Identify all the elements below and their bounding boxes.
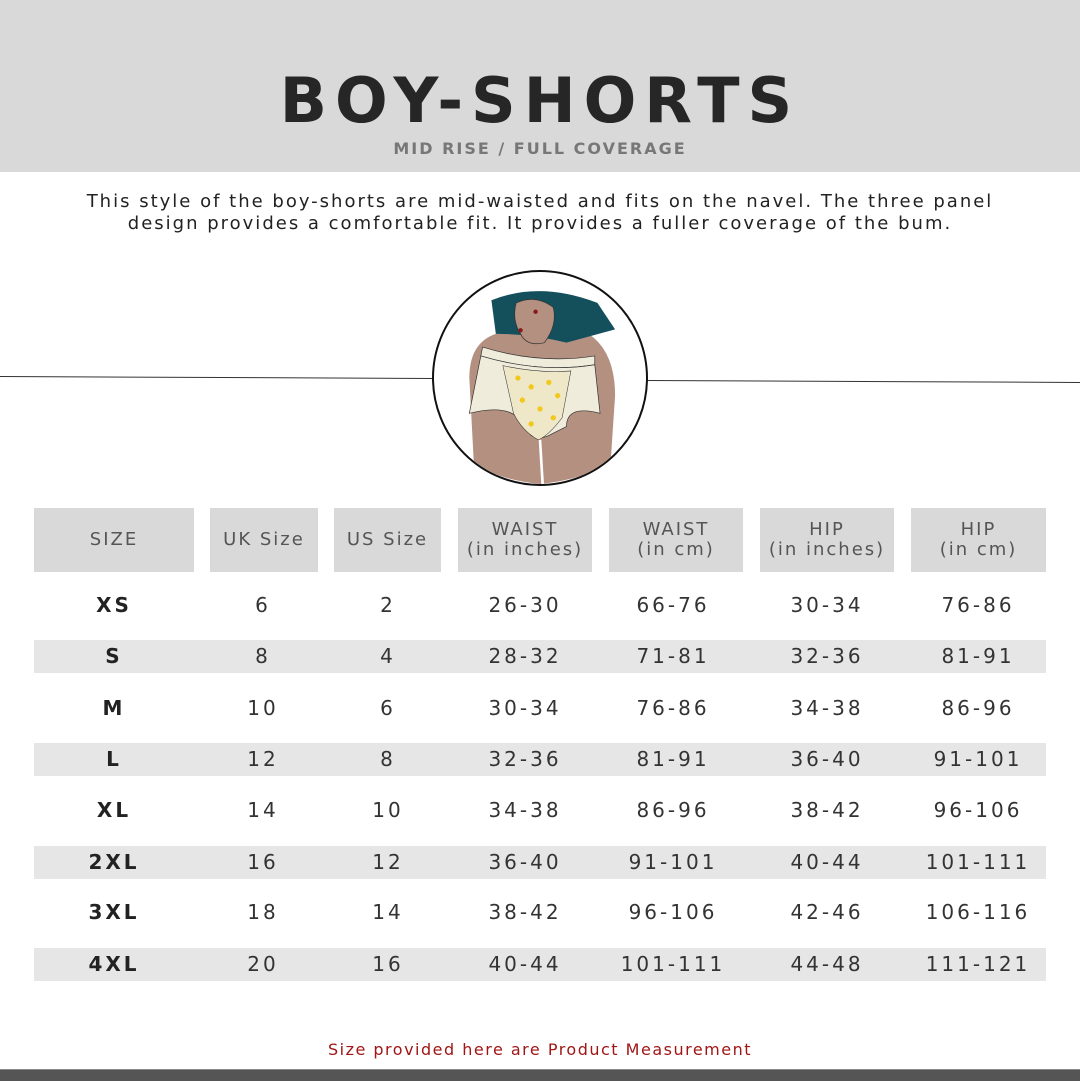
- table-cell: 10: [247, 696, 279, 720]
- row-stripe: [34, 640, 1046, 673]
- table-cell: 4: [380, 644, 396, 668]
- divider-right: [645, 380, 1080, 383]
- header-banner: BOY-SHORTS MID RISE / FULL COVERAGE: [0, 0, 1080, 172]
- row-stripe: [34, 948, 1046, 981]
- row-stripe: [34, 846, 1046, 879]
- table-cell: 14: [372, 900, 404, 924]
- table-cell: 8: [380, 747, 396, 771]
- column-header: US Size: [334, 508, 441, 572]
- column-header: WAIST (in cm): [609, 508, 743, 572]
- measurement-note: Size provided here are Product Measureme…: [327, 1040, 753, 1059]
- table-cell: 36-40: [790, 747, 864, 771]
- table-cell: 76-86: [941, 593, 1015, 617]
- table-cell: 38-42: [488, 900, 562, 924]
- table-cell: 26-30: [488, 593, 562, 617]
- table-cell: 16: [247, 850, 279, 874]
- table-cell: 86-96: [636, 798, 710, 822]
- table-cell: 8: [255, 644, 271, 668]
- table-cell: 20: [247, 952, 279, 976]
- footer-bar: [0, 1069, 1080, 1081]
- table-cell: 18: [247, 900, 279, 924]
- table-cell: 40-44: [488, 952, 562, 976]
- column-header: SIZE: [34, 508, 194, 572]
- table-cell: 16: [372, 952, 404, 976]
- table-cell: 81-91: [636, 747, 710, 771]
- size-label: 3XL: [88, 900, 140, 924]
- table-cell: 12: [372, 850, 404, 874]
- table-cell: 36-40: [488, 850, 562, 874]
- table-cell: 66-76: [636, 593, 710, 617]
- table-cell: 96-106: [628, 900, 718, 924]
- table-cell: 101-111: [620, 952, 726, 976]
- table-cell: 6: [380, 696, 396, 720]
- table-cell: 32-36: [488, 747, 562, 771]
- size-label: XS: [96, 593, 132, 617]
- table-cell: 30-34: [488, 696, 562, 720]
- column-header: HIP (in inches): [760, 508, 894, 572]
- table-cell: 106-116: [925, 900, 1031, 924]
- table-cell: 38-42: [790, 798, 864, 822]
- table-cell: 81-91: [941, 644, 1015, 668]
- table-cell: 71-81: [636, 644, 710, 668]
- product-illustration: [432, 270, 648, 486]
- table-cell: 40-44: [790, 850, 864, 874]
- column-header: UK Size: [210, 508, 318, 572]
- size-label: L: [106, 747, 122, 771]
- table-cell: 6: [255, 593, 271, 617]
- table-cell: 91-101: [933, 747, 1023, 771]
- size-label: 2XL: [88, 850, 140, 874]
- table-cell: 30-34: [790, 593, 864, 617]
- size-label: XL: [96, 798, 132, 822]
- table-cell: 34-38: [790, 696, 864, 720]
- column-header: WAIST (in inches): [458, 508, 592, 572]
- table-cell: 12: [247, 747, 279, 771]
- table-cell: 42-46: [790, 900, 864, 924]
- table-cell: 28-32: [488, 644, 562, 668]
- divider-left: [0, 376, 433, 379]
- table-cell: 76-86: [636, 696, 710, 720]
- page-subtitle: MID RISE / FULL COVERAGE: [393, 139, 687, 158]
- page-title: BOY-SHORTS: [279, 64, 801, 137]
- size-label: 4XL: [88, 952, 140, 976]
- table-cell: 96-106: [933, 798, 1023, 822]
- size-label: M: [102, 696, 126, 720]
- row-stripe: [34, 743, 1046, 776]
- column-header: HIP (in cm): [911, 508, 1046, 572]
- table-cell: 111-121: [925, 952, 1031, 976]
- description: This style of the boy-shorts are mid-wai…: [86, 191, 994, 234]
- size-label: S: [105, 644, 123, 668]
- table-cell: 44-48: [790, 952, 864, 976]
- table-cell: 14: [247, 798, 279, 822]
- table-cell: 34-38: [488, 798, 562, 822]
- table-cell: 91-101: [628, 850, 718, 874]
- table-cell: 101-111: [925, 850, 1031, 874]
- table-cell: 10: [372, 798, 404, 822]
- table-cell: 32-36: [790, 644, 864, 668]
- table-cell: 86-96: [941, 696, 1015, 720]
- table-cell: 2: [380, 593, 396, 617]
